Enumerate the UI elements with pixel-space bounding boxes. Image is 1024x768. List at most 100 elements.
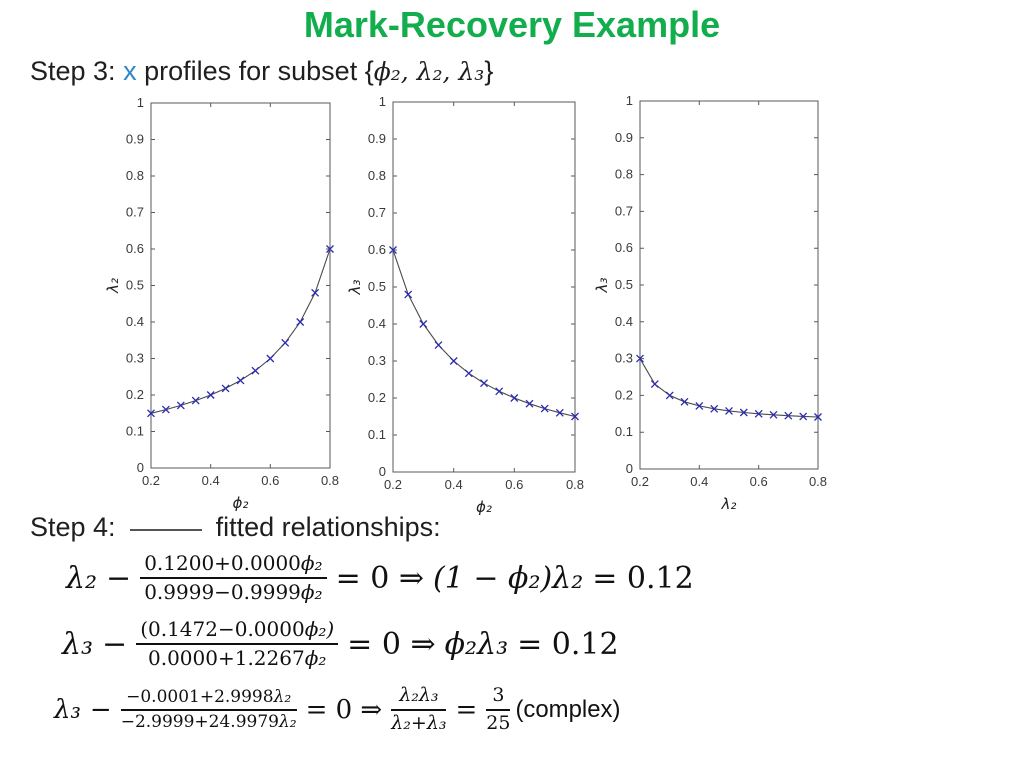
eq3-rhs-fraction: λ₂λ₃ λ₂+λ₃ (391, 684, 447, 736)
plot-svg-1: 0.2 0.4 0.6 0.8 0 0.1 0.2 0.3 0.4 0.5 0.6 0.7 0.8 0.9… (104, 95, 339, 512)
svg-text:0.4: 0.4 (368, 316, 386, 331)
svg-text:0: 0 (626, 461, 633, 476)
eq2-rhs-expr: ϕ₂λ₃ (444, 626, 509, 662)
axis-ticks (392, 101, 576, 473)
eq2-denominator: 0.0000+1.2267ϕ₂ (147, 646, 327, 670)
eq1-fraction: 0.1200+0.0000ϕ₂ 0.9999−0.9999ϕ₂ (140, 551, 327, 605)
svg-text:0.4: 0.4 (445, 477, 463, 492)
svg-text:0.4: 0.4 (615, 314, 633, 329)
svg-text:0.4: 0.4 (202, 473, 220, 488)
eq3-rhs-frac-den: λ₂+λ₃ (391, 711, 447, 734)
svg-text:0.6: 0.6 (261, 473, 279, 488)
svg-text:0.1: 0.1 (126, 424, 144, 439)
eq1-implies: = 0 ⇒ (335, 560, 424, 596)
profile-curve (392, 249, 576, 418)
axis-ticks (150, 102, 331, 469)
profile-curve (639, 358, 819, 418)
svg-text:0.5: 0.5 (126, 278, 144, 293)
svg-text:0.5: 0.5 (615, 277, 633, 292)
equation-3: λ₃ − −0.0001+2.9998λ₂ −2.9999+24.9979λ₂ … (54, 684, 620, 736)
profile-curve (150, 248, 331, 414)
svg-text:0.7: 0.7 (615, 203, 633, 218)
eq3-minus: − (89, 694, 112, 725)
svg-text:0.1: 0.1 (615, 424, 633, 439)
eq3-rhs-frac-num: λ₂λ₃ (391, 684, 447, 711)
profile-plot-phi2-lambda2: 0.2 0.4 0.6 0.8 0 0.1 0.2 0.3 0.4 0.5 0.6 0.7 0.8 0.9… (96, 95, 346, 525)
eq3-denominator: −2.9999+24.9979λ₂ (120, 711, 297, 732)
eq2-fraction: (0.1472−0.0000ϕ₂) 0.0000+1.2267ϕ₂ (136, 617, 339, 671)
eq1-numerator: 0.1200+0.0000ϕ₂ (140, 551, 327, 579)
equation-2: λ₃ − (0.1472−0.0000ϕ₂) 0.0000+1.2267ϕ₂ =… (62, 617, 619, 671)
axis-ticks (639, 100, 819, 470)
svg-text:1: 1 (137, 95, 144, 110)
step4-heading: Step 4: fitted relationships: (30, 512, 441, 543)
svg-text:0.2: 0.2 (142, 473, 160, 488)
svg-text:0.8: 0.8 (566, 477, 584, 492)
svg-text:0.4: 0.4 (126, 314, 144, 329)
svg-text:0.6: 0.6 (615, 240, 633, 255)
eq3-ratio-num: 3 (486, 684, 511, 711)
svg-text:1: 1 (379, 94, 386, 109)
step3-text: profiles for subset { (144, 56, 374, 86)
step3-subset-vars: ϕ₂, λ₂, λ₃ (373, 57, 485, 86)
svg-text:0.2: 0.2 (126, 387, 144, 402)
axis-box (392, 101, 576, 473)
svg-text:0.2: 0.2 (615, 387, 633, 402)
eq3-ratio-den: 25 (486, 711, 511, 734)
svg-text:0.9: 0.9 (126, 132, 144, 147)
x-markers (636, 354, 822, 421)
plot-svg-3: 0.2 0.4 0.6 0.8 0 0.1 0.2 0.3 0.4 0.5 0.6 0.7 0.8 0.9… (593, 93, 827, 513)
profile-plot-phi2-lambda3: 0.2 0.4 0.6 0.8 0 0.1 0.2 0.3 0.4 0.5 0.6 0.7 0.8 0.9… (338, 93, 588, 523)
eq1-minus: − (106, 560, 132, 596)
x-axis-label: ϕ₂ (476, 498, 492, 516)
svg-text:0.8: 0.8 (321, 473, 339, 488)
svg-text:0.4: 0.4 (690, 474, 708, 489)
svg-text:0.7: 0.7 (368, 205, 386, 220)
eq2-minus: − (102, 626, 128, 662)
svg-text:0.2: 0.2 (368, 390, 386, 405)
svg-text:0.7: 0.7 (126, 205, 144, 220)
svg-text:0.3: 0.3 (126, 351, 144, 366)
svg-text:0.9: 0.9 (368, 131, 386, 146)
step3-prefix: Step 3: (30, 56, 116, 86)
eq1-rhs-value: = 0.12 (592, 560, 694, 596)
svg-text:0: 0 (137, 460, 144, 475)
eq3-implies: = 0 ⇒ (305, 694, 383, 725)
eq2-implies: = 0 ⇒ (347, 626, 436, 662)
eq2-numerator: (0.1472−0.0000ϕ₂) (136, 617, 339, 645)
eq3-numerator: −0.0001+2.9998λ₂ (120, 687, 297, 711)
equation-1: λ₂ − 0.1200+0.0000ϕ₂ 0.9999−0.9999ϕ₂ = 0… (66, 551, 694, 605)
eq3-equals: = (455, 694, 478, 725)
svg-text:0.6: 0.6 (750, 474, 768, 489)
x-axis-label: λ₂ (721, 495, 737, 513)
profile-plot-lambda2-lambda3: 0.2 0.4 0.6 0.8 0 0.1 0.2 0.3 0.4 0.5 0.6 0.7 0.8 0.9… (585, 93, 835, 523)
eq3-fraction: −0.0001+2.9998λ₂ −2.9999+24.9979λ₂ (120, 687, 297, 734)
eq3-ratio-fraction: 3 25 (486, 684, 511, 736)
eq1-rhs-expr: (1 − ϕ₂)λ₂ (433, 560, 584, 596)
svg-text:0.8: 0.8 (809, 474, 827, 489)
svg-text:0.5: 0.5 (368, 279, 386, 294)
axis-box (639, 100, 819, 470)
step3-x-marker-label: x (123, 56, 137, 86)
eq3-lhs: λ₃ (54, 694, 81, 725)
svg-text:0.3: 0.3 (615, 351, 633, 366)
eq1-denominator: 0.9999−0.9999ϕ₂ (144, 580, 323, 604)
svg-text:0.8: 0.8 (615, 167, 633, 182)
svg-text:0.2: 0.2 (631, 474, 649, 489)
plot-svg-2: 0.2 0.4 0.6 0.8 0 0.1 0.2 0.3 0.4 0.5 0.6 0.7 0.8 0.9… (346, 94, 584, 516)
svg-text:0.8: 0.8 (126, 168, 144, 183)
svg-text:0.8: 0.8 (368, 168, 386, 183)
y-axis-label: λ₃ (593, 278, 611, 294)
eq2-lhs: λ₃ (62, 626, 94, 662)
x-markers (389, 246, 579, 421)
eq1-lhs: λ₂ (66, 560, 98, 596)
svg-text:0.3: 0.3 (368, 353, 386, 368)
slide-title: Mark-Recovery Example (303, 4, 721, 45)
fitted-line-swatch (129, 528, 202, 531)
step4-prefix: Step 4: (30, 512, 116, 542)
svg-text:0.6: 0.6 (368, 242, 386, 257)
svg-text:1: 1 (626, 93, 633, 108)
axis-box (150, 102, 331, 469)
step3-heading: Step 3: x profiles for subset {ϕ₂, λ₂, λ… (30, 56, 493, 87)
